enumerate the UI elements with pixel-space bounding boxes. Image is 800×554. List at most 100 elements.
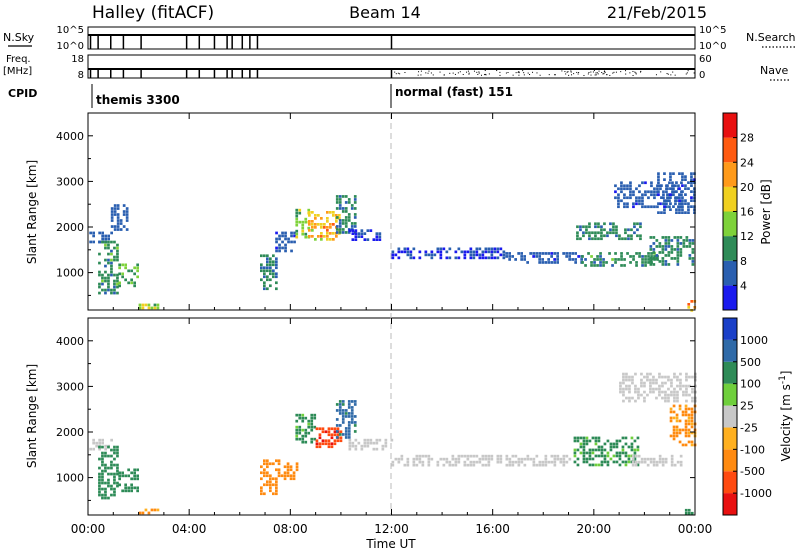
scatter-cell-region-17 xyxy=(690,205,693,208)
scatter-cell-region-2 xyxy=(113,207,117,210)
scatter-cell-region-15 xyxy=(588,234,591,238)
scatter-cell-region-11 xyxy=(403,247,407,251)
scatter-cell-region-13 xyxy=(652,375,655,379)
scatter-cell-region-11 xyxy=(481,253,485,257)
scatter-cell-region-0 xyxy=(104,234,107,238)
colorbar-tick-label: 500 xyxy=(740,356,761,369)
scatter-cell-region-17 xyxy=(693,196,696,199)
scatter-cell-region-14 xyxy=(687,431,691,435)
scatter-cell-region-17 xyxy=(660,211,663,214)
scatter-cell-region-8 xyxy=(326,232,329,235)
scatter-cell-region-3 xyxy=(136,263,139,267)
scatter-cell-region-15 xyxy=(633,222,636,226)
scatter-cell-region-12 xyxy=(571,252,574,255)
scatter-cell-region-11 xyxy=(457,247,461,251)
scatter-cell-region-17 xyxy=(690,199,693,202)
scatter-cell-region-14 xyxy=(690,440,694,444)
scatter-cell-region-15 xyxy=(585,231,588,235)
scatter-cell-region-15 xyxy=(636,222,639,226)
scatter-cell-region-1 xyxy=(101,445,104,449)
scatter-cell-region-2 xyxy=(130,477,133,481)
nave-dot xyxy=(635,73,637,75)
scatter-cell-region-1 xyxy=(116,463,119,467)
scatter-cell-region-14 xyxy=(685,236,689,239)
scatter-cell-region-2 xyxy=(122,225,126,228)
scatter-cell-region-17 xyxy=(672,205,675,208)
scatter-cell-region-7 xyxy=(315,442,319,446)
scatter-cell-region-11 xyxy=(594,463,598,467)
scatter-cell-region-16 xyxy=(668,199,671,203)
scatter-cell-region-12 xyxy=(508,258,511,261)
scatter-cell-region-13 xyxy=(647,255,650,258)
scatter-cell-region-9 xyxy=(353,201,357,204)
scatter-cell-region-12 xyxy=(505,255,508,258)
scatter-cell-region-11 xyxy=(430,250,434,254)
scatter-cell-region-7 xyxy=(301,229,305,233)
scatter-cell-region-9 xyxy=(375,447,379,451)
scatter-cell-region-9 xyxy=(366,438,370,442)
scatter-cell-region-16 xyxy=(641,202,644,206)
scatter-cell-region-17 xyxy=(690,181,693,184)
nsky-right-tick-top: 10^5 xyxy=(699,25,726,36)
scatter-cell-region-8 xyxy=(311,229,314,232)
scatter-cell-region-8 xyxy=(335,409,339,412)
scatter-cell-region-7 xyxy=(339,439,343,443)
scatter-cell-region-10 xyxy=(529,457,533,461)
scatter-cell-region-14 xyxy=(664,260,668,263)
scatter-cell-region-17 xyxy=(684,175,687,178)
scatter-cell-region-12 xyxy=(568,258,571,261)
scatter-cell-region-11 xyxy=(424,250,428,254)
scatter-cell-region-18 xyxy=(687,303,691,306)
scatter-cell-region-6 xyxy=(304,428,308,432)
scatter-cell-region-13 xyxy=(670,378,673,382)
scatter-cell-region-12 xyxy=(508,255,511,258)
scatter-cell-region-10 xyxy=(421,460,425,464)
scatter-cell-region-4 xyxy=(272,492,275,496)
scatter-cell-region-4 xyxy=(266,474,269,478)
scatter-cell-region-10 xyxy=(354,238,358,241)
scatter-cell-region-4 xyxy=(263,462,266,466)
scatter-cell-region-6 xyxy=(313,425,317,429)
scatter-cell-region-8 xyxy=(308,235,311,238)
nsky-label: N.Sky xyxy=(3,31,35,44)
scatter-cell-region-1 xyxy=(110,291,113,295)
scatter-cell-region-12 xyxy=(547,258,550,261)
scatter-cell-region-13 xyxy=(622,393,625,397)
scatter-cell-region-9 xyxy=(348,447,352,451)
scatter-cell-region-10 xyxy=(538,460,542,464)
scatter-cell-region-11 xyxy=(627,460,631,464)
scatter-cell-region-17 xyxy=(657,175,660,178)
colorbar-segment-4 xyxy=(723,186,737,212)
scatter-cell-region-2 xyxy=(118,483,121,487)
scatter-cell-region-13 xyxy=(632,255,635,258)
nave-dot xyxy=(595,72,597,74)
scatter-cell-region-12 xyxy=(562,252,565,255)
scatter-cell-region-5 xyxy=(275,287,278,291)
scatter-cell-region-9 xyxy=(390,438,394,442)
scatter-cell-region-11 xyxy=(618,457,622,461)
scatter-cell-region-17 xyxy=(657,202,660,205)
scatter-cell-region-5 xyxy=(292,474,296,478)
scatter-cell-region-13 xyxy=(667,396,670,400)
scatter-cell-region-11 xyxy=(606,451,610,455)
scatter-cell-region-8 xyxy=(344,409,348,412)
scatter-cell-region-14 xyxy=(664,254,668,257)
scatter-cell-region-8 xyxy=(311,226,314,229)
scatter-cell-region-14 xyxy=(673,248,677,251)
scatter-cell-region-13 xyxy=(641,264,644,267)
scatter-cell-region-4 xyxy=(150,306,154,310)
scatter-cell-region-9 xyxy=(344,207,348,210)
scatter-cell-region-12 xyxy=(565,252,568,255)
scatter-cell-region-7 xyxy=(295,208,299,212)
scatter-cell-region-12 xyxy=(634,460,638,464)
scatter-cell-region-15 xyxy=(582,225,585,229)
scatter-cell-region-11 xyxy=(612,442,616,446)
nave-dot xyxy=(590,71,592,73)
scatter-cell-region-14 xyxy=(661,251,665,254)
nave-label: Nave xyxy=(760,64,788,77)
scatter-cell-region-8 xyxy=(347,403,351,406)
scatter-cell-region-13 xyxy=(622,378,625,382)
scatter-cell-region-7 xyxy=(318,433,322,437)
scatter-cell-region-3 xyxy=(136,275,139,279)
